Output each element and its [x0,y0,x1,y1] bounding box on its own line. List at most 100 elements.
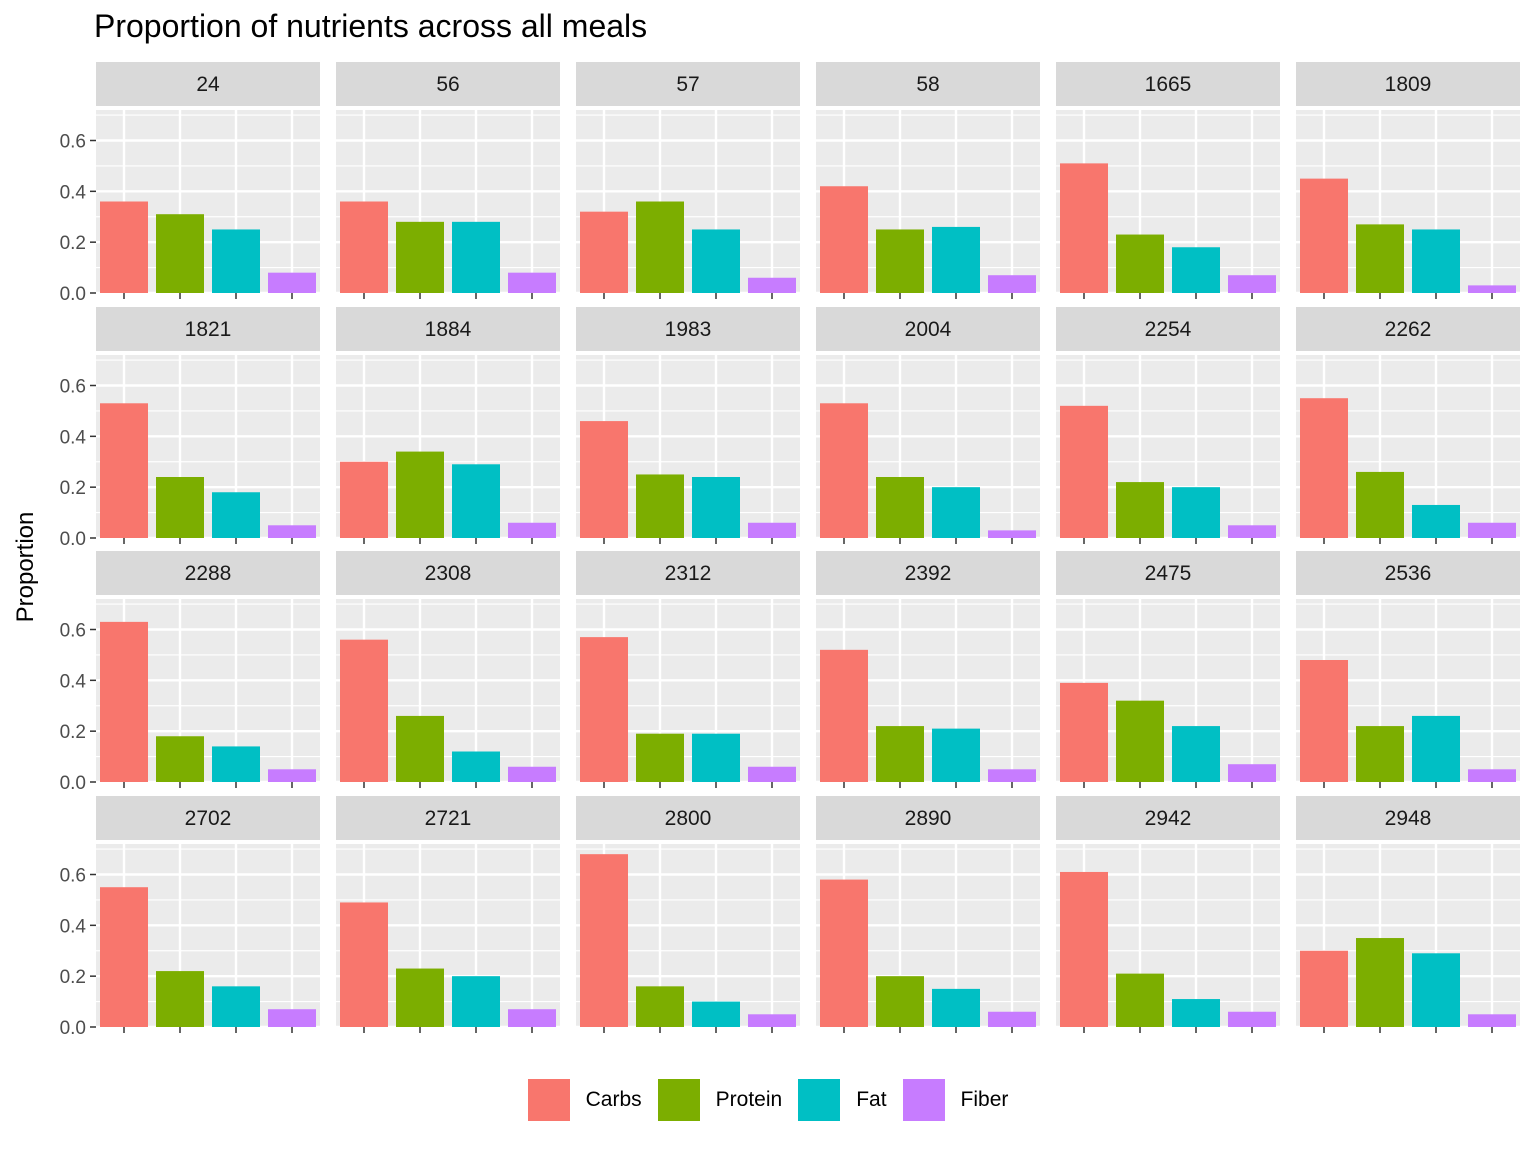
bar-protein [1356,938,1404,1027]
bar-fat [1172,726,1220,782]
facet-strip-label: 2948 [1385,807,1432,830]
bar-carbs [1060,405,1108,538]
bar-fiber [1228,525,1276,538]
bar-fiber [268,769,316,782]
bar-fat [452,464,500,538]
y-tick-label: 0.0 [60,284,86,305]
facet-strip-label: 2721 [425,807,472,830]
legend-key-fat [798,1079,841,1121]
facet-strip-label: 2312 [665,562,712,585]
facet-strip [1056,796,1280,840]
facet-strip [1296,796,1520,840]
bar-carbs [820,403,868,538]
legend-key-carbs [527,1079,570,1121]
facet-strip-label: 2288 [185,562,232,585]
bar-protein [1356,224,1404,293]
bar-protein [1116,234,1164,293]
bar-protein [636,474,684,538]
bar-protein [636,986,684,1027]
bar-fiber [508,272,556,293]
y-tick-label: 0.6 [60,132,86,153]
bar-carbs [1300,398,1348,538]
legend-label-fat: Fat [856,1088,887,1111]
facet-strip-label: 1983 [665,318,712,341]
bar-fat [1172,487,1220,538]
bar-carbs [100,621,148,782]
legend: Carbs Protein Fat Fiber [0,1078,1536,1122]
facet-strip-label: 58 [916,73,939,96]
bar-fiber [1468,285,1516,293]
facet-strip [1056,307,1280,351]
facet-strip-label: 2890 [905,807,952,830]
bar-fiber [988,1011,1036,1027]
bar-fat [1172,247,1220,293]
facet-strip [816,796,1040,840]
facet-strip [816,307,1040,351]
y-tick-label: 0.4 [60,916,87,937]
facet-strip [96,62,320,106]
facet-bar-chart: 24 0.0 0.2 0.4 0.6 56 57 58 1665 1809 1821 0.0 0.2 0.… [60,62,1520,1039]
legend-label-carbs: Carbs [585,1088,642,1111]
y-tick-label: 0.6 [60,866,86,887]
bar-fiber [1468,1014,1516,1027]
facet-strip [576,62,800,106]
y-tick-label: 0.2 [60,722,86,743]
y-tick-label: 0.4 [60,671,87,692]
bar-protein [1356,471,1404,538]
facet-strip-label: 1884 [425,318,472,341]
bar-carbs [820,649,868,782]
bar-protein [1356,726,1404,782]
bar-protein [1116,482,1164,538]
facet-strip-label: 2004 [905,318,952,341]
bar-fiber [1468,522,1516,538]
bar-protein [396,221,444,293]
bar-carbs [1060,163,1108,293]
bar-fat [932,988,980,1027]
bar-protein [156,214,204,293]
bar-fiber [988,275,1036,293]
bar-protein [1116,973,1164,1027]
bar-fiber [268,525,316,538]
bar-fiber [1228,1011,1276,1027]
bar-fat [452,976,500,1027]
bar-protein [156,477,204,538]
bar-carbs [1300,660,1348,782]
facet-strip [816,62,1040,106]
bar-carbs [820,186,868,293]
bar-carbs [340,902,388,1027]
bar-fat [1412,229,1460,293]
facet-strip [1296,62,1520,106]
bar-fiber [508,1009,556,1027]
bar-protein [876,477,924,538]
bar-fiber [1228,275,1276,293]
bar-fat [1412,504,1460,538]
facet-strip [576,796,800,840]
y-tick-label: 0.2 [60,233,86,254]
bar-fat [932,487,980,538]
bar-protein [1116,700,1164,782]
bar-fiber [268,1009,316,1027]
facet-strip-label: 57 [676,73,699,96]
y-tick-label: 0.2 [60,478,86,499]
bar-carbs [580,637,628,782]
y-tick-label: 0.4 [60,427,87,448]
bar-protein [156,971,204,1027]
bar-protein [876,976,924,1027]
bar-carbs [100,887,148,1027]
legend-item-fiber: Fiber [902,1079,1008,1121]
legend-label-protein: Protein [715,1088,783,1111]
y-tick-label: 0.2 [60,967,86,988]
bar-carbs [1060,682,1108,782]
bar-carbs [340,201,388,293]
legend-item-protein: Protein [657,1079,783,1121]
facet-strip [576,551,800,595]
facet-strip [1056,551,1280,595]
bar-fat [1412,715,1460,782]
bar-protein [876,229,924,293]
facet-strip [96,307,320,351]
facet-strip [1056,62,1280,106]
bar-fiber [748,1014,796,1027]
bar-fiber [748,766,796,782]
bar-fiber [988,530,1036,538]
y-tick-label: 0.4 [60,182,87,203]
